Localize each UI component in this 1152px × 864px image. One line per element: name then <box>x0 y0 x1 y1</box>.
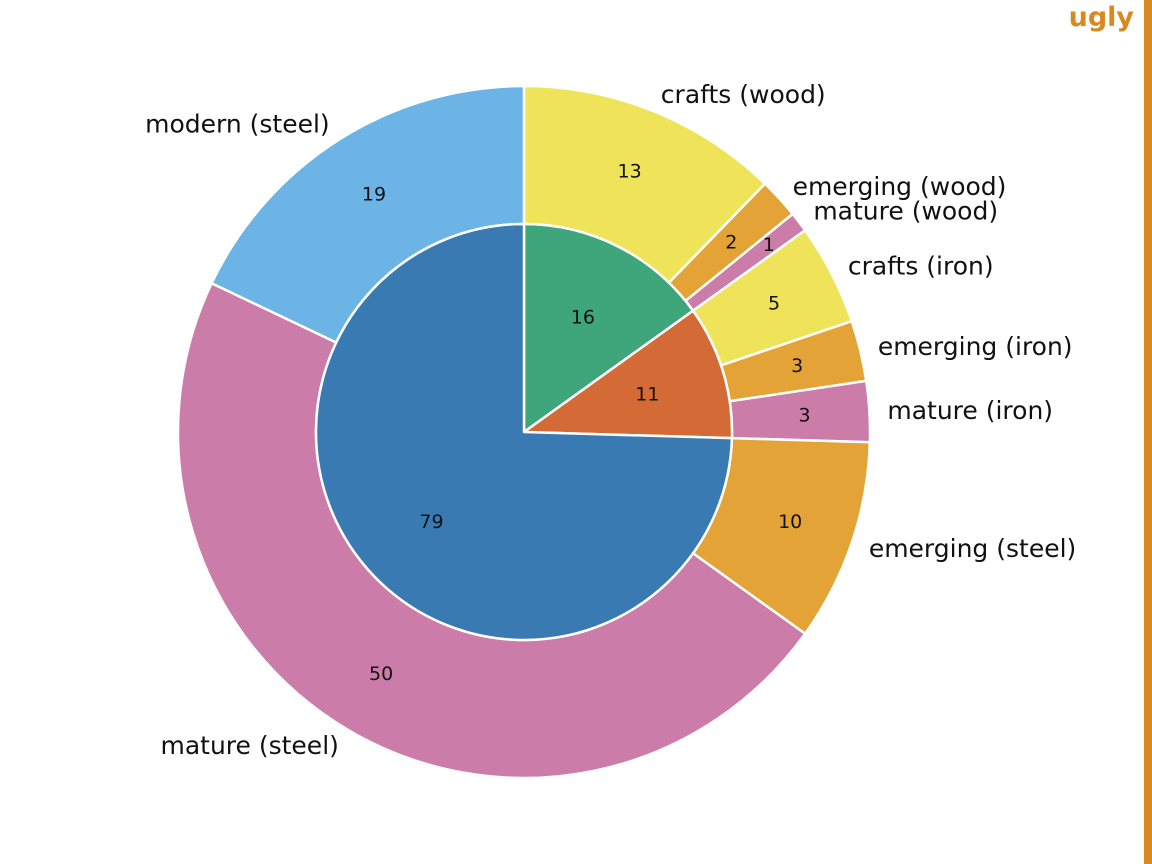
inner-slice-0 <box>522 222 695 434</box>
inner-slice-1 <box>522 309 734 440</box>
inner-value-label: 11 <box>635 383 659 405</box>
inner-value-label: 79 <box>419 511 443 533</box>
inner-value-label: 16 <box>571 306 595 328</box>
ugly-badge: ugly <box>1068 2 1134 33</box>
inner-slice-2 <box>314 222 734 642</box>
category-label-mature-wood: mature (wood) <box>813 197 998 226</box>
category-label-emerging-iron: emerging (iron) <box>878 332 1073 361</box>
outer-value-label: 50 <box>369 663 393 685</box>
category-label-crafts-wood: crafts (wood) <box>661 80 826 109</box>
category-label-crafts-iron: crafts (iron) <box>848 251 994 280</box>
right-edge-bar <box>1144 0 1152 864</box>
outer-value-label: 3 <box>791 355 803 377</box>
outer-value-label: 10 <box>778 511 802 533</box>
outer-value-label: 13 <box>618 161 642 183</box>
value-labels: 13 2 1 5 3 3 10 50 19 16 11 79 <box>362 161 811 685</box>
category-label-mature-steel: mature (steel) <box>160 731 338 760</box>
category-label-mature-iron: mature (iron) <box>887 396 1053 425</box>
outer-value-label: 5 <box>768 293 780 315</box>
outer-value-label: 1 <box>763 234 775 256</box>
outer-value-label: 19 <box>362 183 386 205</box>
category-label-emerging-wood: emerging (wood) <box>793 172 1007 201</box>
inner-pie <box>314 222 734 642</box>
outer-value-label: 3 <box>798 404 810 426</box>
category-label-modern-steel: modern (steel) <box>145 110 330 139</box>
category-labels: crafts (wood) emerging (wood)mature (wood… <box>145 80 1076 760</box>
category-label-emerging-steel: emerging (steel) <box>869 534 1076 563</box>
outer-value-label: 2 <box>725 231 737 253</box>
